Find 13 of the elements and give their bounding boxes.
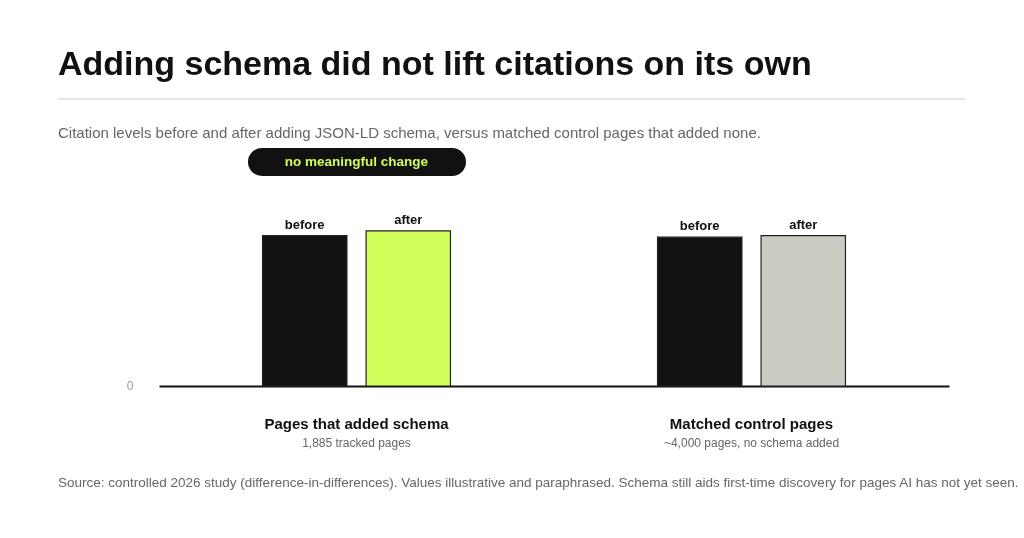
text: 1,885 tracked pages	[302, 436, 411, 450]
x-tick-label: Pages that added schema	[264, 414, 450, 432]
source-note: Source: controlled 2026 study (difference-in-differences). Values illustrative and paraphrased. Schema still aids first-time discovery for pages AI has not yet seen.	[58, 475, 1019, 490]
chart-subtitle: Citation levels before and after adding JSON-LD schema, versus matched control pages that added none.	[58, 124, 761, 141]
text: no meaningful change	[247, 148, 466, 176]
series-label: after	[394, 211, 423, 227]
text: before	[679, 218, 720, 234]
series-label: before	[284, 216, 325, 232]
text: 0	[126, 379, 134, 393]
x-tick-label: Matched control pages	[669, 414, 834, 432]
text: ~4,000 pages, no schema added	[663, 436, 840, 450]
chart-title: Adding schema did not lift citations on its own	[58, 44, 812, 83]
text: after	[789, 216, 818, 232]
